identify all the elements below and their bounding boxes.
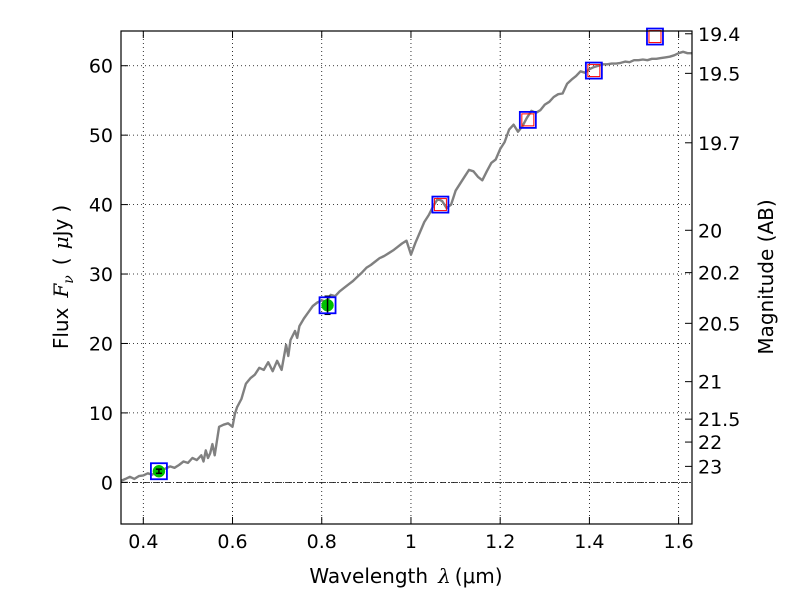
y-tick-label: 50 <box>89 125 113 147</box>
y-tick-label: 0 <box>101 472 113 494</box>
plot-frame <box>120 30 693 525</box>
mag-tick-label: 22 <box>698 432 722 454</box>
x-tick-label: 1.4 <box>574 531 604 553</box>
model-marker <box>433 198 447 212</box>
mag-tick-label: 19.7 <box>698 133 740 155</box>
model-marker <box>587 64 601 78</box>
y-tick-label: 60 <box>89 56 113 78</box>
y-axis-label: FluxFν(μJy) <box>49 205 77 349</box>
y-axis-label-right: Magnitude (AB) <box>754 199 778 354</box>
spectrum-line <box>120 50 692 482</box>
mag-tick-label: 19.5 <box>698 63 740 85</box>
y-tick-label: 40 <box>89 195 113 217</box>
mag-tick-label: 21 <box>698 372 722 394</box>
observed-point-0.44 <box>150 462 168 481</box>
x-tick-label: 1 <box>405 531 417 553</box>
mag-tick-label: 20.5 <box>698 313 740 335</box>
x-tick-label: 0.8 <box>307 531 337 553</box>
x-tick-label: 0.6 <box>217 531 247 553</box>
x-tick-label: 1.6 <box>664 531 694 553</box>
model-point-1.26 <box>518 110 537 129</box>
y-tick-label: 10 <box>89 403 113 425</box>
series-layer <box>120 50 692 482</box>
model-marker <box>521 113 535 127</box>
mag-tick-label: 20 <box>698 220 722 242</box>
mag-tick-label: 23 <box>698 456 722 478</box>
band-box <box>584 61 603 80</box>
model-point-1.41 <box>584 61 603 80</box>
labels-layer: 0.4 0.6 0.8 1 1.2 1.4 1.6 0 10 20 30 40 50 60 19.4 19.5… <box>89 24 741 553</box>
mag-tick-label: 19.4 <box>698 24 740 46</box>
band-box <box>518 110 537 129</box>
model-point-1.06 <box>431 195 450 214</box>
mag-tick-label: 20.2 <box>698 263 740 285</box>
y-tick-label: 20 <box>89 333 113 355</box>
x-tick-label: 1.2 <box>485 531 515 553</box>
points-layer <box>150 27 664 481</box>
band-box <box>646 27 664 46</box>
mag-tick-label: 21.5 <box>698 409 740 431</box>
x-tick-label: 0.4 <box>128 531 158 553</box>
band-box <box>150 462 168 481</box>
y-tick-label: 30 <box>89 264 113 286</box>
observed-point-0.81 <box>318 295 337 316</box>
band-box <box>431 195 450 214</box>
ticks-layer <box>121 31 692 524</box>
band-box <box>318 296 337 315</box>
x-axis-label: Wavelength λ (μm) <box>309 564 502 588</box>
model-marker <box>648 30 662 44</box>
